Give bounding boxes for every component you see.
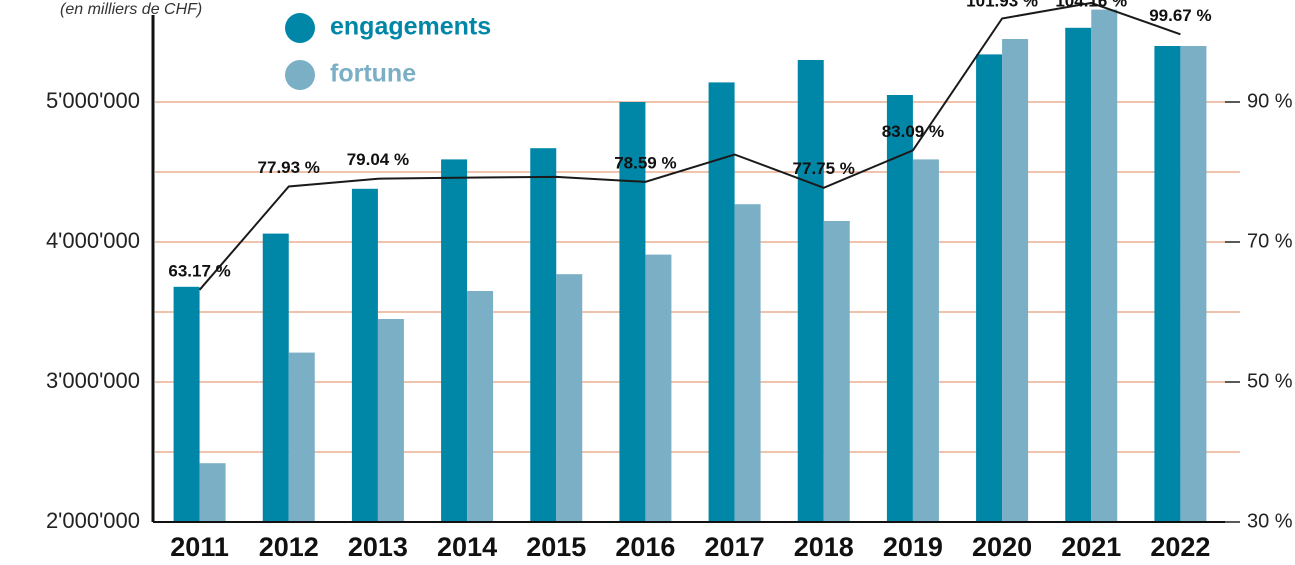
legend-swatch bbox=[285, 60, 315, 90]
legend-label: engagements bbox=[330, 13, 491, 41]
y2-tick-label: 90 % bbox=[1247, 90, 1293, 112]
ratio-line bbox=[198, 1, 1181, 291]
x-tick-label: 2022 bbox=[1150, 532, 1210, 562]
x-tick-label: 2012 bbox=[259, 532, 319, 562]
y2-tick-label: 30 % bbox=[1247, 510, 1293, 532]
bar bbox=[467, 291, 494, 522]
data-label: 99.67 % bbox=[1149, 6, 1211, 25]
x-tick-label: 2018 bbox=[794, 532, 854, 562]
y2-tick-label: 50 % bbox=[1247, 370, 1293, 392]
data-label: 78.59 % bbox=[614, 153, 676, 172]
x-tick-label: 2017 bbox=[705, 532, 765, 562]
data-label: 104.16 % bbox=[1055, 0, 1127, 10]
data-label: 63.17 % bbox=[168, 261, 230, 280]
bar bbox=[530, 148, 557, 522]
x-tick-label: 2021 bbox=[1061, 532, 1121, 562]
x-tick-label: 2013 bbox=[348, 532, 408, 562]
bar bbox=[351, 188, 378, 523]
bar bbox=[1180, 46, 1207, 522]
bar bbox=[1002, 39, 1029, 522]
bar bbox=[886, 95, 913, 522]
bar bbox=[173, 286, 200, 522]
data-label: 83.09 % bbox=[882, 122, 944, 141]
bar bbox=[708, 82, 735, 523]
x-tick-label: 2015 bbox=[526, 532, 586, 562]
data-label: 101.93 % bbox=[966, 0, 1038, 10]
bar bbox=[823, 221, 850, 522]
y-tick-label: 3'000'000 bbox=[46, 368, 140, 393]
y-tick-label: 5'000'000 bbox=[46, 88, 140, 113]
legend-label: fortune bbox=[330, 60, 416, 88]
bar bbox=[199, 463, 226, 522]
chart-subtitle: (en milliers de CHF) bbox=[60, 1, 202, 18]
bar bbox=[262, 233, 289, 522]
x-tick-label: 2016 bbox=[615, 532, 675, 562]
bar bbox=[556, 274, 583, 522]
bar bbox=[645, 254, 672, 522]
bar bbox=[288, 352, 315, 522]
y-tick-label: 4'000'000 bbox=[46, 228, 140, 253]
bar bbox=[912, 159, 939, 522]
bar bbox=[1154, 46, 1181, 522]
bar bbox=[797, 60, 824, 522]
data-label: 79.04 % bbox=[347, 150, 409, 169]
data-label: 77.93 % bbox=[258, 158, 320, 177]
x-tick-label: 2014 bbox=[437, 532, 497, 562]
bar bbox=[619, 102, 646, 522]
data-label: 77.75 % bbox=[793, 159, 855, 178]
x-tick-label: 2011 bbox=[170, 532, 229, 562]
x-tick-label: 2019 bbox=[883, 532, 943, 562]
legend-swatch bbox=[285, 13, 315, 43]
y-tick-label: 2'000'000 bbox=[46, 508, 140, 533]
bar bbox=[377, 319, 404, 522]
bar bbox=[734, 204, 761, 522]
y2-tick-label: 70 % bbox=[1247, 230, 1293, 252]
bar bbox=[1065, 27, 1092, 523]
bar bbox=[441, 159, 468, 522]
bar bbox=[976, 54, 1003, 523]
bar bbox=[1091, 9, 1118, 523]
x-tick-label: 2020 bbox=[972, 532, 1032, 562]
